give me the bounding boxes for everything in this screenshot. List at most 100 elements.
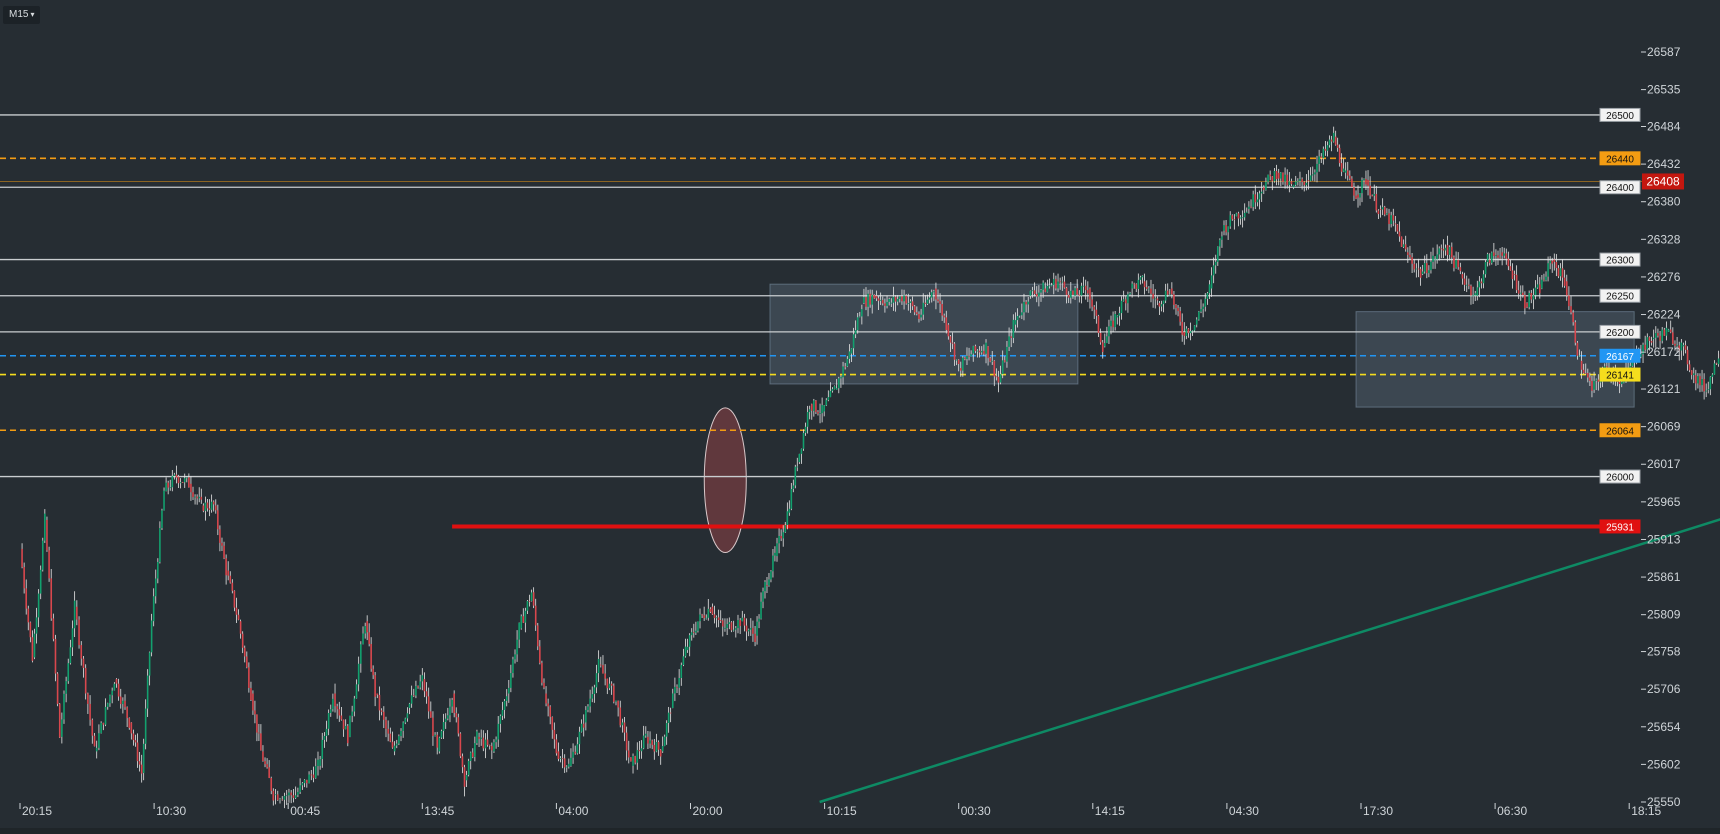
candle-body xyxy=(317,759,319,767)
level-tag-26300[interactable] xyxy=(1599,252,1641,267)
candle-body xyxy=(1027,301,1030,305)
candle-body xyxy=(109,695,111,704)
current-price-tag[interactable] xyxy=(1642,173,1684,190)
level-tag-26064[interactable] xyxy=(1599,423,1641,438)
candle-body xyxy=(815,400,817,412)
candle-body xyxy=(163,490,165,511)
candle-body xyxy=(303,779,306,784)
candle-body xyxy=(1549,260,1551,264)
candle-body xyxy=(699,614,701,622)
candle-body xyxy=(1715,363,1718,365)
candle-body xyxy=(1453,257,1455,268)
candle-body xyxy=(1297,181,1299,183)
candle-body xyxy=(314,766,317,778)
level-tag-26440[interactable] xyxy=(1599,151,1641,166)
candle-body xyxy=(344,725,347,730)
candle-body xyxy=(835,388,838,390)
level-tag-26141[interactable] xyxy=(1599,367,1641,382)
candle-body xyxy=(730,622,733,631)
candle-body xyxy=(547,703,549,707)
candle-body xyxy=(402,722,404,731)
candle-body xyxy=(819,413,821,414)
candle-body xyxy=(766,585,768,586)
level-tag-26000[interactable] xyxy=(1599,469,1641,484)
range-box-2[interactable] xyxy=(1355,311,1635,408)
candle-body xyxy=(349,715,351,737)
candle-body xyxy=(351,711,353,716)
candle-body xyxy=(1216,246,1219,262)
candle-body xyxy=(1040,289,1042,293)
candle-body xyxy=(680,664,683,679)
candle-body xyxy=(84,667,87,694)
candle-body xyxy=(1334,136,1337,145)
level-tag-26250[interactable] xyxy=(1599,288,1641,303)
candle-body xyxy=(1252,194,1254,208)
candle-body xyxy=(329,709,332,714)
candle-body xyxy=(721,620,724,627)
candle-body xyxy=(1499,257,1501,259)
candle-body xyxy=(1292,184,1295,188)
y-tick-label: 26535 xyxy=(1647,83,1681,97)
candle-body xyxy=(1659,335,1661,341)
level-tag-26167[interactable] xyxy=(1599,348,1641,363)
candle-body xyxy=(966,355,968,359)
timeframe-selector[interactable]: M15 ▾ xyxy=(3,6,41,24)
candle-body xyxy=(204,502,207,511)
candle-body xyxy=(589,698,591,707)
candle-body xyxy=(930,292,933,298)
candle-body xyxy=(520,616,523,629)
candle-body xyxy=(1620,381,1623,385)
candle-body xyxy=(1338,147,1341,164)
candle-body xyxy=(1314,172,1316,175)
candle-body xyxy=(144,708,147,744)
candle-body xyxy=(1568,295,1570,307)
candle-body xyxy=(808,409,811,413)
candle-body xyxy=(634,756,636,763)
level-tag-25931[interactable] xyxy=(1599,519,1641,534)
candle-body xyxy=(553,729,556,740)
ellipse-annotation[interactable] xyxy=(703,407,747,553)
candle-body xyxy=(1663,329,1666,336)
candle-body xyxy=(113,683,116,691)
level-tag-26400[interactable] xyxy=(1599,180,1641,195)
candle-body xyxy=(1143,281,1146,288)
level-tag-text: 26200 xyxy=(1606,328,1634,339)
candle-body xyxy=(802,432,805,449)
candle-body xyxy=(258,732,260,734)
candle-body xyxy=(1390,215,1392,225)
trendline[interactable] xyxy=(819,423,1720,804)
candle-body xyxy=(1539,284,1541,294)
candle-body xyxy=(516,639,518,655)
candle-body xyxy=(697,621,699,631)
level-tag-26200[interactable] xyxy=(1599,324,1641,339)
candle-body xyxy=(640,748,643,752)
x-tick-label: 17:30 xyxy=(1363,804,1393,818)
candle-body xyxy=(495,739,497,743)
candle-body xyxy=(1532,295,1535,300)
candle-body xyxy=(194,496,196,498)
candle-body xyxy=(1363,178,1365,181)
candle-body xyxy=(1245,211,1248,213)
candle-body xyxy=(754,633,756,642)
candle-body xyxy=(1359,193,1361,198)
timeframe-label: M15 xyxy=(9,9,29,20)
candle-body xyxy=(1063,281,1066,288)
bottom-scrollbar[interactable] xyxy=(0,828,1720,834)
candle-body xyxy=(653,744,656,752)
candle-body xyxy=(262,751,264,762)
candle-body xyxy=(711,606,714,615)
candle-body xyxy=(288,792,290,796)
candle-body xyxy=(688,635,691,647)
level-tag-26500[interactable] xyxy=(1599,107,1641,122)
candle-body xyxy=(1320,156,1323,158)
candle-body xyxy=(173,474,176,477)
candle-body xyxy=(1277,172,1280,179)
candle-body xyxy=(659,749,662,757)
candle-body xyxy=(1129,292,1131,295)
candle-body xyxy=(719,620,722,621)
candle-body xyxy=(536,625,539,647)
range-box-1[interactable] xyxy=(769,283,1079,385)
candle-body xyxy=(93,735,96,747)
